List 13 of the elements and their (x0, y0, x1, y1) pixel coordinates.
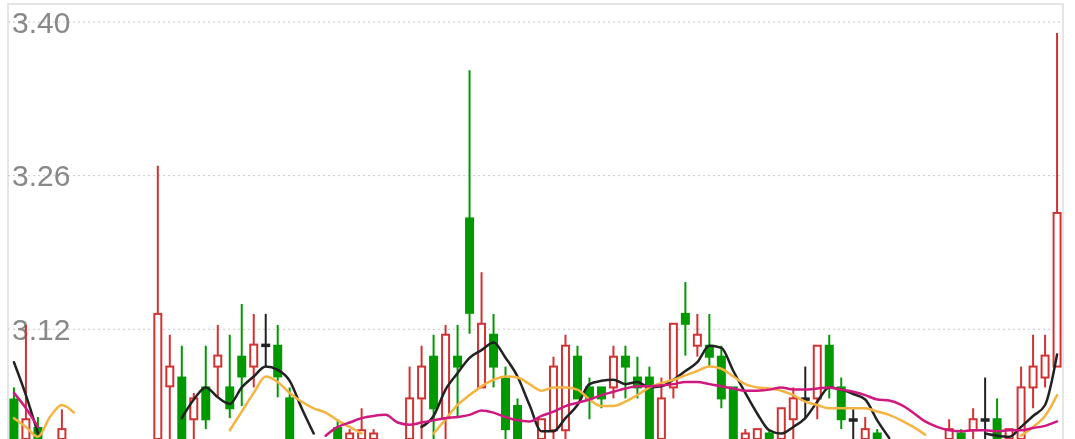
candlestick (237, 303, 247, 408)
candlestick (680, 281, 690, 357)
candlestick (249, 312, 259, 389)
candlestick (620, 344, 630, 400)
candlestick (1040, 333, 1050, 389)
y-tick-label: 3.26 (12, 159, 71, 193)
y-tick-label: 3.12 (12, 312, 71, 346)
candlestick (692, 312, 702, 358)
candlestick (213, 323, 223, 399)
candlestick (1028, 333, 1038, 410)
candlestick (225, 333, 235, 420)
y-tick-label: 3.40 (12, 5, 71, 39)
candlestick (848, 408, 858, 439)
